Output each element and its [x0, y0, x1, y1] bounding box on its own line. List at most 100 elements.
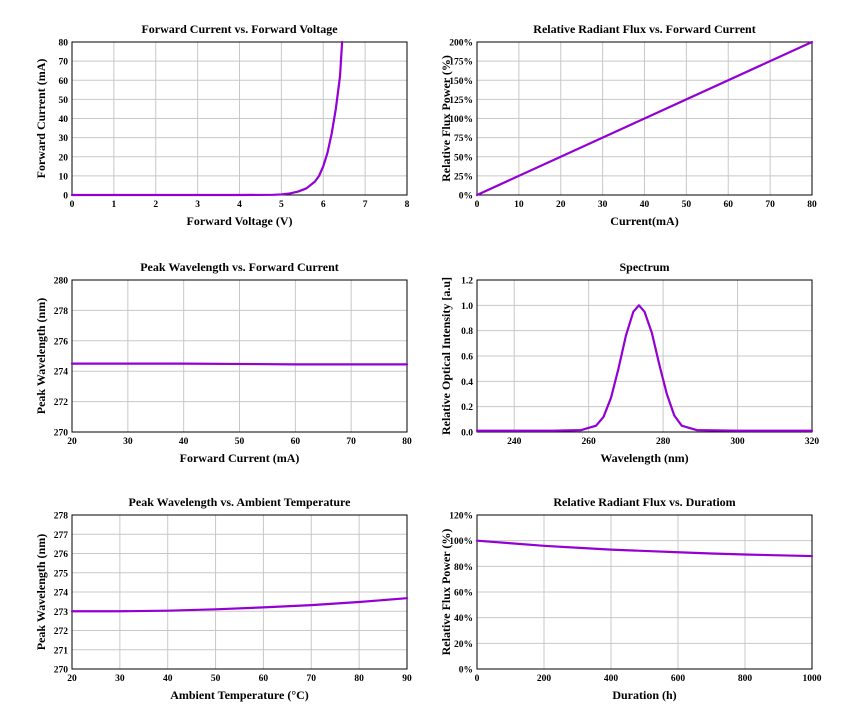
chart-peak-wl-vs-current: 20 30 40 50 60 70 80 270 272 274 276 278 280 Peak Wav… — [34, 260, 412, 465]
y-tick-label: 277 — [54, 531, 69, 541]
x-tick-label: 30 — [598, 200, 608, 210]
y-tick-label: 0% — [459, 666, 473, 676]
x-tick-label: 30 — [115, 674, 125, 684]
x-tick-label: 0 — [70, 200, 75, 210]
chart-flux-vs-duration: 0 200 400 600 800 1000 0% 20% 40% 60% 80% 100% 120% R… — [439, 495, 822, 702]
x-tick-label: 20 — [556, 200, 566, 210]
x-tick-label: 7 — [363, 200, 368, 210]
x-tick-label: 50 — [235, 437, 245, 447]
chart-peak-wl-vs-temperature: 20 30 40 50 60 70 80 90 270 271 272 273 274 275 276 277… — [34, 495, 412, 702]
chart-title: Peak Wavelength vs. Forward Current — [140, 260, 339, 274]
x-tick-label: 0 — [475, 200, 480, 210]
x-tick-label: 320 — [805, 437, 820, 447]
y-tick-label: 70 — [59, 58, 69, 68]
y-tick-label: 50% — [454, 153, 473, 163]
chart-title: Relative Radiant Flux vs. Forward Curren… — [533, 22, 755, 36]
chart-flux-vs-current: 0 10 20 30 40 50 60 70 80 0% 25% 50% 75% 100% 125% 150%… — [439, 22, 817, 228]
x-axis-label: Forward Voltage (V) — [187, 214, 293, 228]
x-tick-label: 70 — [307, 674, 317, 684]
y-tick-label: 274 — [54, 589, 69, 599]
x-tick-label: 40 — [179, 437, 189, 447]
x-axis-label: Current(mA) — [610, 214, 678, 228]
plot-frame — [71, 514, 408, 670]
y-tick-label: 276 — [54, 337, 69, 347]
y-tick-label: 175% — [449, 58, 473, 68]
y-tick-label: 0% — [459, 192, 473, 202]
x-tick-label: 70 — [346, 437, 356, 447]
y-tick-label: 120% — [449, 512, 473, 522]
y-axis-label: Relative Flux Power (%) — [439, 55, 453, 182]
x-tick-label: 80 — [354, 674, 364, 684]
x-tick-label: 5 — [279, 200, 284, 210]
series-line — [475, 40, 814, 197]
x-axis-label: Ambient Temperature (°C) — [170, 688, 309, 702]
x-tick-label: 4 — [237, 200, 242, 210]
x-tick-label: 40 — [640, 200, 650, 210]
series-line — [475, 304, 814, 432]
y-axis-label: Peak Wavelength (nm) — [34, 534, 48, 650]
x-tick-label: 50 — [682, 200, 692, 210]
x-tick-label: 200 — [537, 674, 552, 684]
y-tick-label: 60% — [454, 589, 473, 599]
series-line — [70, 362, 409, 366]
x-tick-label: 260 — [582, 437, 597, 447]
y-tick-label: 60 — [59, 77, 69, 87]
y-tick-label: 20% — [454, 640, 473, 650]
x-tick-label: 400 — [604, 674, 619, 684]
x-tick-label: 800 — [738, 674, 753, 684]
x-tick-label: 240 — [507, 437, 522, 447]
y-tick-label: 276 — [54, 550, 69, 560]
y-axis-label: Peak Wavelength (nm) — [34, 298, 48, 414]
chart-title: Spectrum — [620, 260, 670, 274]
y-tick-label: 100% — [449, 115, 473, 125]
y-tick-label: 10 — [59, 172, 69, 182]
x-axis-label: Forward Current (mA) — [180, 451, 300, 465]
chart-title: Peak Wavelength vs. Ambient Temperature — [129, 495, 352, 509]
x-tick-label: 60 — [724, 200, 734, 210]
chart-spectrum: 240 260 280 300 320 0.0 0.2 0.4 0.6 0.8 1.0 1.2 Spec… — [439, 260, 819, 465]
y-tick-label: 125% — [449, 96, 473, 106]
y-tick-label: 50 — [59, 96, 69, 106]
y-tick-label: 0.0 — [461, 429, 473, 439]
y-tick-label: 150% — [449, 77, 473, 87]
plot-frame — [476, 514, 813, 670]
y-tick-label: 270 — [54, 666, 69, 676]
x-tick-label: 1 — [112, 200, 117, 210]
x-tick-label: 3 — [195, 200, 200, 210]
x-tick-label: 80 — [402, 437, 412, 447]
plot-frame — [476, 41, 813, 196]
x-tick-label: 6 — [321, 200, 326, 210]
x-axis-label: Duration (h) — [612, 688, 676, 702]
y-tick-label: 75% — [454, 134, 473, 144]
x-tick-label: 20 — [67, 437, 77, 447]
x-tick-label: 1000 — [803, 674, 822, 684]
y-tick-label: 0 — [63, 192, 68, 202]
y-tick-label: 80% — [454, 563, 473, 573]
y-tick-label: 20 — [59, 153, 69, 163]
x-tick-label: 70 — [765, 200, 775, 210]
x-tick-label: 30 — [123, 437, 133, 447]
y-tick-label: 0.4 — [461, 378, 473, 388]
x-tick-label: 20 — [67, 674, 77, 684]
x-tick-label: 2 — [153, 200, 158, 210]
x-tick-label: 600 — [671, 674, 686, 684]
y-tick-label: 272 — [54, 627, 69, 637]
x-tick-label: 8 — [405, 200, 410, 210]
y-axis-label: Relative Optical Intensity [a.u] — [439, 277, 453, 435]
y-tick-label: 25% — [454, 172, 473, 182]
y-tick-label: 278 — [54, 512, 69, 522]
x-tick-label: 0 — [475, 674, 480, 684]
plot-frame — [476, 279, 813, 433]
y-tick-label: 278 — [54, 307, 69, 317]
series-line — [70, 597, 409, 613]
y-tick-label: 100% — [449, 537, 473, 547]
x-tick-label: 60 — [291, 437, 301, 447]
x-tick-label: 90 — [402, 674, 412, 684]
x-tick-label: 50 — [211, 674, 221, 684]
series-line — [70, 40, 344, 197]
y-axis-label: Forward Current (mA) — [34, 59, 48, 179]
chart-title: Forward Current vs. Forward Voltage — [141, 22, 338, 36]
x-tick-label: 40 — [163, 674, 173, 684]
